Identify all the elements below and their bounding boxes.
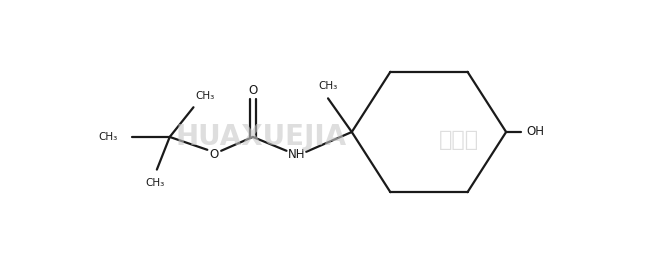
Text: CH₃: CH₃ <box>319 82 338 92</box>
Text: HUAXUEJIA: HUAXUEJIA <box>175 123 346 151</box>
Text: 化学加: 化学加 <box>438 130 479 150</box>
Text: O: O <box>210 148 219 161</box>
Text: CH₃: CH₃ <box>145 179 165 189</box>
Text: OH: OH <box>527 125 545 139</box>
Text: CH₃: CH₃ <box>196 91 215 101</box>
Text: CH₃: CH₃ <box>98 132 118 142</box>
Text: O: O <box>248 84 257 97</box>
Text: NH: NH <box>288 148 305 161</box>
